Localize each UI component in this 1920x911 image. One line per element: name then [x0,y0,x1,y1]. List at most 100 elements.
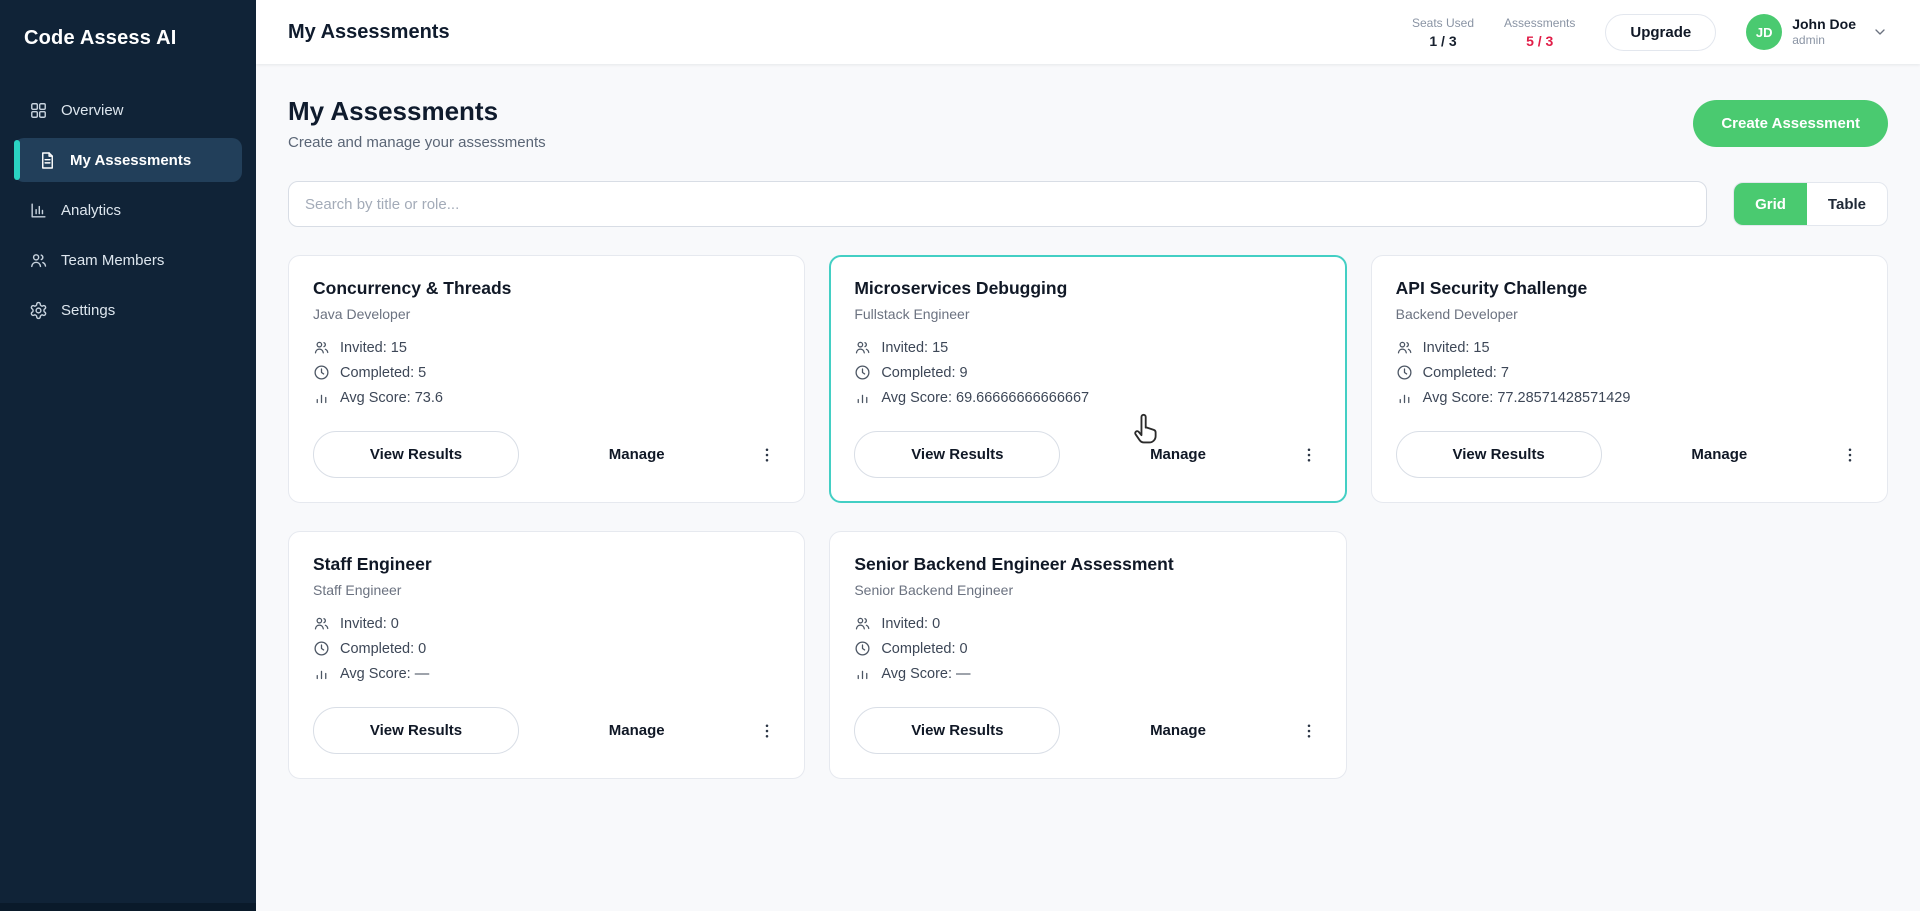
topbar-title: My Assessments [288,20,450,43]
table-view-button[interactable]: Table [1807,183,1887,225]
clock-icon [855,641,870,656]
avg-score-text: Avg Score: 73.6 [340,389,443,406]
users-icon [1397,341,1412,354]
clock-icon [855,365,870,380]
invited-text: Invited: 15 [1422,339,1490,356]
invited-text: Invited: 0 [340,615,399,632]
assessments-label: Assessments [1504,15,1576,30]
avg-score-stat: Avg Score: 69.66666666666667 [854,389,1321,406]
completed-text: Completed: 0 [881,640,968,657]
search-row: Grid Table [288,181,1888,227]
users-icon [314,341,329,354]
assessments-grid: Concurrency & Threads Java Developer Inv… [288,255,1888,779]
assessment-card[interactable]: Senior Backend Engineer Assessment Senio… [829,531,1347,779]
kebab-icon [766,447,769,462]
manage-button[interactable]: Manage [1691,446,1748,463]
assessment-card[interactable]: API Security Challenge Backend Developer… [1370,255,1888,503]
avatar: JD [1746,14,1783,50]
assessments-value: 5 / 3 [1526,32,1554,49]
user-menu[interactable]: JD John Doe admin [1746,14,1888,50]
kebab-icon [1848,447,1852,462]
more-options-button[interactable] [1837,442,1863,468]
assessments-stat: Assessments 5 / 3 [1504,16,1575,49]
card-stats: Invited: 0 Completed: 0 Avg Score: — [313,615,780,682]
sidebar-item-label: Analytics [61,201,122,219]
card-title: Staff Engineer [313,554,432,574]
more-options-button[interactable] [754,718,780,744]
sidebar-item-settings[interactable]: Settings [14,288,242,332]
avg-score-text: Avg Score: — [881,665,971,682]
card-role: Fullstack Engineer [854,306,970,322]
avg-score-stat: Avg Score: — [854,665,1321,682]
bar-chart-icon [1399,394,1410,404]
completed-stat: Completed: 0 [854,640,1321,657]
sidebar-item-my-assessments[interactable]: My Assessments [14,138,242,182]
users-icon [314,617,329,630]
view-results-button[interactable]: View Results [313,431,519,478]
more-options-button[interactable] [754,442,780,468]
active-accent-bar [14,140,20,180]
sidebar-nav: Overview My Assessments Analytics [0,88,256,332]
manage-button[interactable]: Manage [1150,446,1206,463]
view-results-button[interactable]: View Results [313,707,519,754]
invited-stat: Invited: 15 [313,339,780,356]
user-name: John Doe [1792,16,1856,33]
card-title: Senior Backend Engineer Assessment [854,554,1174,574]
bar-chart-icon [857,394,868,404]
analytics-icon [31,202,46,218]
avg-score-stat: Avg Score: — [313,665,780,682]
chevron-down-icon [1875,29,1885,35]
create-assessment-button[interactable]: Create Assessment [1693,100,1888,147]
view-results-button[interactable]: View Results [854,707,1061,754]
invited-stat: Invited: 0 [854,615,1321,632]
page-header: My Assessments Create and manage your as… [288,90,1888,151]
invited-stat: Invited: 15 [1396,339,1863,356]
manage-button[interactable]: Manage [1150,722,1206,739]
card-stats: Invited: 15 Completed: 9 Avg Score: 69.6… [854,339,1321,406]
grid-view-button[interactable]: Grid [1734,183,1807,225]
clock-icon [1397,365,1412,380]
view-results-button[interactable]: View Results [854,431,1061,478]
upgrade-button[interactable]: Upgrade [1605,13,1717,51]
more-options-button[interactable] [1296,718,1322,744]
sidebar-item-overview[interactable]: Overview [14,88,242,132]
card-stats: Invited: 0 Completed: 0 Avg Score: — [854,615,1321,682]
search-input[interactable] [288,181,1708,227]
seats-used-stat: Seats Used 1 / 3 [1412,16,1474,49]
assessment-card[interactable]: Staff Engineer Staff Engineer Invited: 0… [288,531,806,779]
clock-icon [314,641,329,656]
card-footer: View Results Manage [854,707,1321,754]
card-title: API Security Challenge [1395,278,1588,298]
sidebar-item-analytics[interactable]: Analytics [14,188,242,232]
kebab-icon [1307,447,1310,462]
card-stats: Invited: 15 Completed: 5 Avg Score: 73.6 [313,339,780,406]
manage-button[interactable]: Manage [608,446,665,463]
sidebar-item-team-members[interactable]: Team Members [14,238,242,282]
more-options-button[interactable] [1296,442,1322,468]
completed-stat: Completed: 5 [313,364,780,381]
main-area: My Assessments Seats Used 1 / 3 Assessme… [256,0,1920,911]
assessment-card[interactable]: Concurrency & Threads Java Developer Inv… [288,255,806,503]
user-role: admin [1792,33,1825,48]
card-footer: View Results Manage [313,431,780,478]
manage-button[interactable]: Manage [608,722,665,739]
sidebar-item-label: My Assessments [70,151,192,169]
sidebar-item-label: Team Members [61,251,165,269]
completed-text: Completed: 0 [340,640,427,657]
clock-icon [314,365,329,380]
topbar-right: Seats Used 1 / 3 Assessments 5 / 3 Upgra… [1412,13,1888,51]
invited-text: Invited: 0 [881,615,941,632]
completed-text: Completed: 9 [881,364,968,381]
page-title: My Assessments [288,96,499,126]
completed-stat: Completed: 0 [313,640,780,657]
completed-text: Completed: 7 [1422,364,1509,381]
users-icon [856,617,870,630]
card-footer: View Results Manage [1395,431,1863,478]
assessment-card[interactable]: Microservices Debugging Fullstack Engine… [829,255,1347,503]
user-info: John Doe admin [1792,16,1856,47]
completed-stat: Completed: 9 [854,364,1321,381]
view-results-button[interactable]: View Results [1395,431,1602,478]
invited-stat: Invited: 15 [854,339,1321,356]
card-footer: View Results Manage [854,431,1321,478]
seats-used-label: Seats Used [1411,15,1475,30]
